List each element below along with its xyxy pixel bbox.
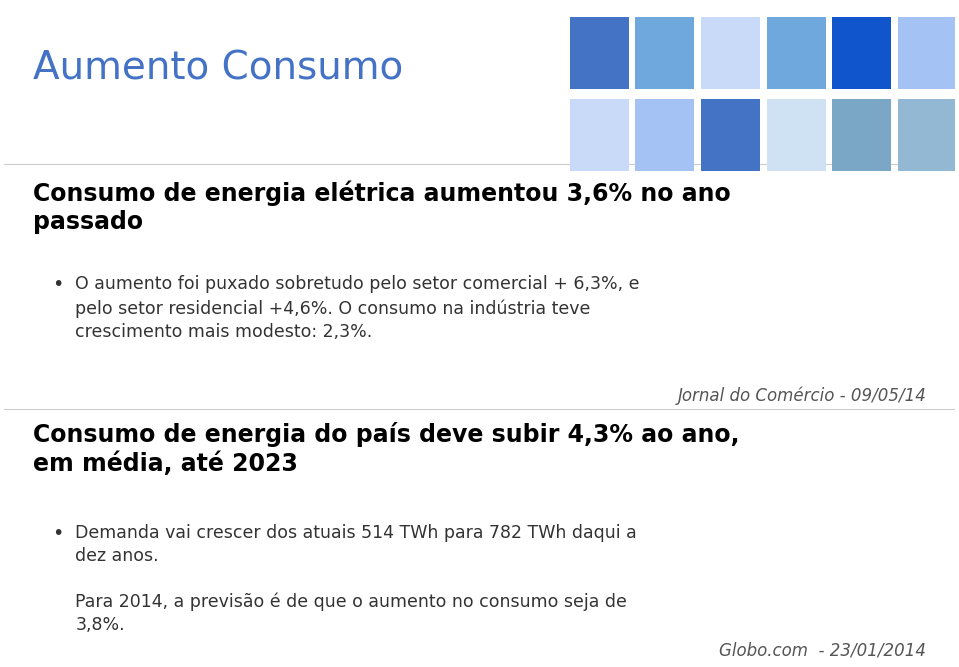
FancyBboxPatch shape [898, 99, 957, 171]
FancyBboxPatch shape [766, 17, 826, 89]
Text: Globo.com  - 23/01/2014: Globo.com - 23/01/2014 [719, 642, 926, 660]
Text: Consumo de energia elétrica aumentou 3,6% no ano
passado: Consumo de energia elétrica aumentou 3,6… [33, 181, 731, 234]
FancyBboxPatch shape [570, 17, 629, 89]
Text: Para 2014, a previsão é de que o aumento no consumo seja de
3,8%.: Para 2014, a previsão é de que o aumento… [76, 592, 627, 634]
FancyBboxPatch shape [832, 17, 891, 89]
Text: Aumento Consumo: Aumento Consumo [33, 50, 403, 88]
Text: O aumento foi puxado sobretudo pelo setor comercial + 6,3%, e
pelo setor residen: O aumento foi puxado sobretudo pelo seto… [76, 275, 640, 342]
Text: Demanda vai crescer dos atuais 514 TWh para 782 TWh daqui a
dez anos.: Demanda vai crescer dos atuais 514 TWh p… [76, 524, 637, 566]
FancyBboxPatch shape [570, 99, 629, 171]
Text: •: • [52, 524, 63, 543]
FancyBboxPatch shape [701, 99, 760, 171]
FancyBboxPatch shape [636, 17, 694, 89]
FancyBboxPatch shape [701, 17, 760, 89]
Text: Consumo de energia do país deve subir 4,3% ao ano,
em média, até 2023: Consumo de energia do país deve subir 4,… [33, 422, 739, 476]
FancyBboxPatch shape [766, 99, 826, 171]
FancyBboxPatch shape [636, 99, 694, 171]
Text: •: • [52, 275, 63, 294]
FancyBboxPatch shape [898, 17, 957, 89]
Text: Jornal do Comércio - 09/05/14: Jornal do Comércio - 09/05/14 [677, 386, 926, 405]
FancyBboxPatch shape [832, 99, 891, 171]
